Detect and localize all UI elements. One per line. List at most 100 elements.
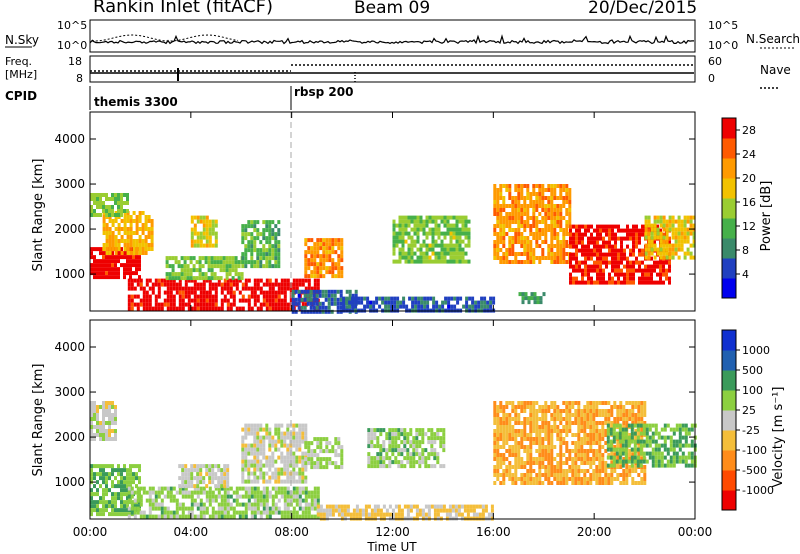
heatmap-cell-region-8 [514,481,518,485]
heatmap-cell-region-13 [593,268,596,273]
heatmap-cell-region-6 [373,508,377,513]
heatmap-cell-region-13 [647,272,650,277]
heatmap-cell-region-2 [274,490,278,495]
heatmap-cell-region-8 [583,413,587,417]
heatmap-cell-region-8 [499,465,503,469]
heatmap-cell-region-3 [262,298,266,303]
heatmap-cell-region-13 [575,236,578,241]
heatmap-cell-region-13 [599,280,602,285]
heatmap-cell-region-4 [277,471,281,476]
heatmap-cell-region-2 [139,486,143,491]
heatmap-cell-region-2 [126,201,129,205]
heatmap-cell-region-10 [404,239,408,244]
heatmap-cell-region-8 [559,457,563,461]
heatmap-cell-region-11 [508,240,512,244]
heatmap-cell-region-3 [181,290,185,295]
heatmap-cell-region-8 [595,405,599,409]
heatmap-cell-region-13 [635,256,638,261]
heatmap-cell-region-10 [449,255,453,260]
heatmap-cell-region-8 [610,469,614,473]
heatmap-cell-region-0 [117,484,120,489]
heatmap-cell-region-11 [565,224,569,228]
heatmap-cell-region-14 [683,235,687,240]
heatmap-cell-region-8 [580,429,584,433]
heatmap-cell-region-1 [111,239,115,243]
heatmap-cell-region-1 [99,437,102,441]
heatmap-cell-region-11 [517,200,521,204]
heatmap-cell-region-11 [493,232,497,236]
heatmap-cell-region-11 [505,252,509,256]
heatmap-cell-region-13 [662,268,665,273]
heatmap-cell-region-8 [553,425,557,429]
heatmap-cell-region-8 [511,465,515,469]
heatmap-cell-region-11 [544,256,548,260]
heatmap-cell-region-7 [294,297,298,302]
heatmap-cell-region-8 [592,405,596,409]
heatmap-cell-region-13 [623,252,626,257]
heatmap-cell-region-4 [286,423,290,428]
heatmap-cell-region-7 [312,297,316,302]
heatmap-cell-region-2 [105,193,108,197]
heatmap-cell-region-8 [604,477,608,481]
heatmap-cell-region-4 [295,455,299,460]
heatmap-cell-region-8 [529,481,533,485]
heatmap-cell-region-5 [193,239,197,244]
heatmap-cell-region-13 [638,260,641,265]
heatmap-cell-region-4 [280,455,284,460]
heatmap-cell-region-8 [637,409,641,413]
heatmap-cell-region-8 [565,401,569,405]
heatmap-cell-region-3 [253,286,257,291]
heatmap-cell-region-4 [292,435,296,440]
heatmap-cell-region-14 [674,247,678,252]
heatmap-cell-region-2 [205,498,209,503]
heatmap-cell-region-1 [114,219,118,223]
heatmap-cell-region-11 [550,212,554,216]
heatmap-cell-region-4 [277,427,281,432]
heatmap-cell-region-2 [214,510,218,515]
heatmap-cell-region-8 [529,457,533,461]
heatmap-cell-region-11 [556,252,560,256]
heatmap-cell-region-4 [250,427,254,432]
heatmap-cell-region-11 [496,208,500,212]
heatmap-cell-region-6 [445,508,449,513]
heatmap-cell-region-7 [403,440,407,445]
heatmap-cell-region-8 [601,437,605,441]
heatmap-cell-region-8 [640,413,644,417]
heatmap-cell-region-6 [355,504,359,509]
heatmap-cell-region-4 [298,443,302,448]
heatmap-cell-region-8 [544,429,548,433]
heatmap-cell-region-14 [656,235,660,240]
heatmap-cell-region-0 [129,255,132,260]
heatmap-cell-region-13 [656,280,659,285]
heatmap-cell-region-8 [616,405,620,409]
heatmap-cell-region-13 [668,276,671,281]
heatmap-cell-region-13 [665,276,668,281]
heatmap-cell-region-11 [568,212,572,216]
heatmap-cell-region-6 [247,248,251,253]
heatmap-cell-region-4 [168,272,172,277]
heatmap-cell-region-7 [421,432,425,437]
heatmap-cell-region-9 [411,304,415,309]
heatmap-cell-region-3 [232,278,236,283]
heatmap-cell-region-11 [541,208,545,212]
heatmap-cell-region-4 [180,256,184,261]
heatmap-cell-region-4 [231,276,235,281]
heatmap-cell-region-5 [193,223,197,228]
heatmap-cell-region-4 [250,451,254,456]
heatmap-cell-region-14 [677,235,681,240]
heatmap-cell-region-11 [553,196,557,200]
heatmap-cell-region-1 [144,215,148,219]
heatmap-cell-region-2 [148,494,152,499]
heatmap-cell-region-10 [446,243,450,248]
heatmap-cell-region-6 [265,220,269,225]
heatmap-cell-region-0 [108,271,111,276]
heatmap-cell-region-11 [553,260,557,264]
heatmap-cell-region-8 [535,417,539,421]
heatmap-cell-region-4 [280,423,284,428]
heatmap-cell-region-6 [244,224,248,229]
heatmap-cell-region-5 [325,437,329,442]
heatmap-cell-region-1 [90,405,93,409]
heatmap-cell-region-2 [199,498,203,503]
heatmap-cell-region-13 [602,280,605,285]
heatmap-cell-region-2 [301,498,305,503]
